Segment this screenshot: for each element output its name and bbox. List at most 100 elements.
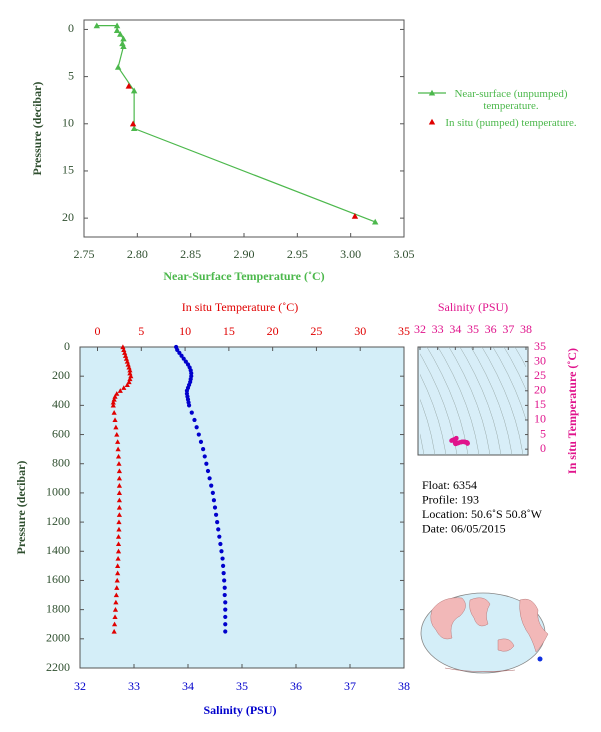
temperature-point <box>114 577 120 583</box>
salinity-point <box>222 585 227 590</box>
temperature-point <box>111 410 117 415</box>
x2-axis-label: In situ Temperature (˚C) <box>182 300 299 314</box>
temperature-point <box>111 396 117 402</box>
contour <box>437 347 480 455</box>
salinity-point <box>223 600 228 605</box>
legend-swatch <box>428 118 436 125</box>
y-axis-label: In situ Temperature (˚C) <box>565 348 579 474</box>
salinity-point <box>205 468 211 474</box>
temperature-point <box>125 361 131 367</box>
y-axis-label: Pressure (decibar) <box>14 461 28 555</box>
y-tick-label: 400 <box>52 397 70 411</box>
temperature-point <box>116 504 123 510</box>
x-tick-label: 35 <box>467 322 479 336</box>
temperature-point <box>116 475 123 481</box>
temperature-point <box>121 385 127 390</box>
plot-area <box>79 346 405 669</box>
y-tick-label: 0 <box>68 21 74 35</box>
data-line <box>96 25 376 223</box>
y-tick-label: 200 <box>52 368 70 382</box>
y-axis-label: Pressure (decibar) <box>30 82 44 176</box>
contour <box>470 347 513 455</box>
contour <box>420 433 425 455</box>
y-tick-label: 0 <box>64 339 70 353</box>
contour <box>426 347 469 455</box>
temperature-point <box>113 424 119 430</box>
x2-tick-label: 5 <box>138 324 144 338</box>
temperature-point <box>112 607 119 612</box>
x-tick-label: 3.00 <box>340 247 361 261</box>
x-tick-label: 3.05 <box>394 247 415 261</box>
salinity-point <box>211 498 217 503</box>
temperature-point <box>115 453 122 459</box>
temperature-point <box>116 526 122 532</box>
contour <box>448 347 491 455</box>
temperature-point <box>113 592 119 598</box>
density-contours <box>420 347 526 455</box>
temperature-point <box>116 512 123 517</box>
data-point <box>130 125 138 132</box>
y-tick-label: 0 <box>540 441 546 455</box>
data-point <box>120 43 127 49</box>
y-tick-label: 35 <box>534 339 546 353</box>
salinity-point <box>221 571 226 576</box>
x-tick-label: 2.75 <box>74 247 95 261</box>
temperature-point <box>115 534 122 539</box>
salinity-point <box>177 350 182 355</box>
temperature-point <box>116 497 123 503</box>
temperature-point <box>121 347 127 352</box>
y-tick-label: 15 <box>62 163 74 177</box>
temperature-point <box>116 490 123 495</box>
data-point <box>117 30 124 37</box>
y-tick-label: 1400 <box>46 543 70 557</box>
salinity-point <box>196 432 201 437</box>
salinity-point <box>198 439 204 444</box>
x-tick-label: 2.95 <box>287 247 308 261</box>
plot-frame <box>83 19 405 238</box>
temperature-point <box>120 344 126 350</box>
salinity-point <box>223 622 228 627</box>
x-tick-label: 37 <box>502 322 514 336</box>
x2-tick-label: 0 <box>95 324 101 338</box>
y-tick-label: 1000 <box>46 485 70 499</box>
x-tick-label: 34 <box>449 322 461 336</box>
world-map <box>420 592 549 674</box>
x-tick-label: 38 <box>520 322 532 336</box>
temperature-point <box>114 391 120 396</box>
temperature-point <box>113 599 119 605</box>
salinity-point <box>201 447 206 452</box>
temperature-point <box>115 439 121 444</box>
x-tick-label: 2.90 <box>234 247 255 261</box>
legend-label: Near-surface (unpumped) temperature. <box>454 88 568 112</box>
salinity-point <box>179 353 184 358</box>
data-point <box>130 87 138 94</box>
x2-tick-label: 25 <box>310 324 322 338</box>
x2-tick-label: 20 <box>267 324 279 338</box>
salinity-point <box>209 483 214 488</box>
y-tick-label: 20 <box>62 210 74 224</box>
temperature-point <box>127 367 133 373</box>
float-info: Date: 06/05/2015 <box>422 521 506 535</box>
data-point <box>351 213 359 219</box>
temperature-point <box>124 382 130 388</box>
temperature-point <box>112 614 118 620</box>
temperature-point <box>112 417 118 423</box>
legend-label: In situ (pumped) temperature. <box>445 117 577 129</box>
temperature-point <box>112 394 118 399</box>
temperature-point <box>115 446 121 452</box>
temperature-point <box>116 461 122 466</box>
contour <box>420 353 458 455</box>
temperature-point <box>116 483 123 488</box>
temperature-point <box>110 399 116 405</box>
salinity-point <box>186 403 192 408</box>
y-tick-label: 25 <box>534 368 546 382</box>
x-axis-label: Salinity (PSU) <box>203 703 276 717</box>
temperature-point <box>123 356 130 361</box>
y-tick-label: 2200 <box>46 660 70 674</box>
x2-tick-label: 35 <box>398 324 410 338</box>
salinity-point <box>210 490 215 496</box>
salinity-point <box>218 541 223 547</box>
ts-point <box>465 441 470 446</box>
salinity-point <box>223 629 228 634</box>
